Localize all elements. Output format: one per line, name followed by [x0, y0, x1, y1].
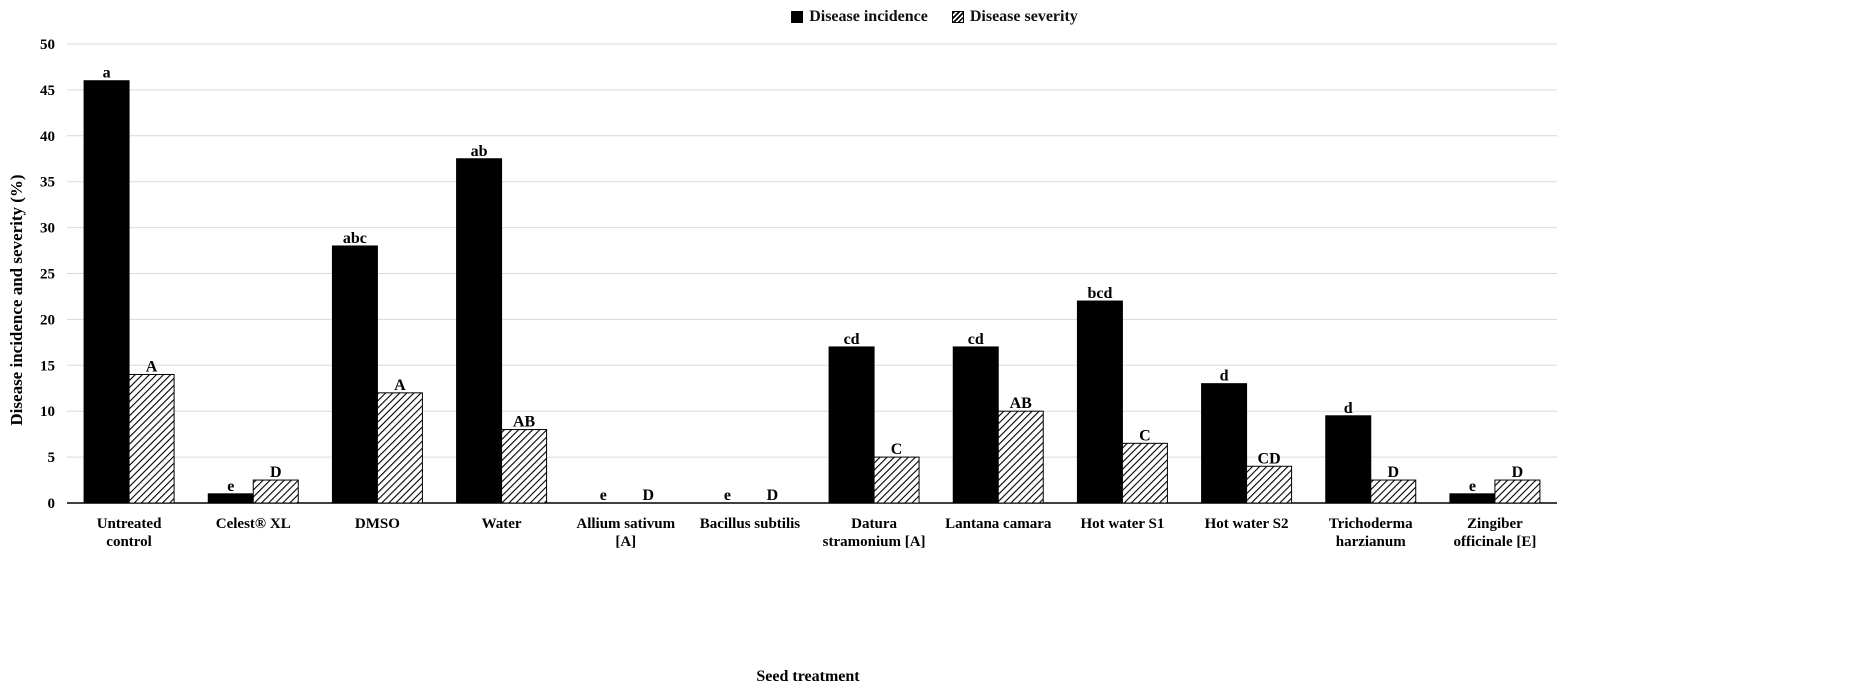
x-tick-label: Hot water S2 [1205, 516, 1289, 532]
legend-item-incidence: Disease incidence [791, 8, 928, 26]
bar-severity [1246, 465, 1293, 504]
y-tick-label: 15 [40, 358, 55, 374]
x-tick-label: DMSO [355, 516, 400, 532]
x-tick-label-line: Datura [851, 516, 897, 532]
bar-severity [128, 373, 175, 504]
bar-severity [252, 479, 299, 504]
chart-legend: Disease incidence Disease severity [0, 8, 1869, 28]
x-tick-label: Trichoderma harzianum [1329, 516, 1413, 550]
y-tick-label: 5 [48, 450, 56, 466]
x-tick-label: Zingiber officinale [E] [1453, 516, 1536, 550]
bar-severity [376, 392, 423, 504]
data-label-severity: C [1139, 427, 1151, 444]
y-tick-label: 0 [48, 496, 56, 512]
bar-incidence [207, 493, 254, 504]
bar-incidence [456, 158, 503, 504]
bar-severity [997, 410, 1044, 504]
x-tick-label-line: Water [482, 516, 522, 532]
data-label-severity: A [394, 377, 406, 394]
data-label-incidence: ab [471, 143, 488, 160]
bar-severity [1494, 479, 1541, 504]
axes: 0 5 10 15 20 25 30 35 40 45 50 Untreated control Cele… [40, 37, 1557, 550]
x-tick-label-line: DMSO [355, 516, 400, 532]
legend-item-severity: Disease severity [951, 8, 1078, 26]
data-label-incidence: e [227, 478, 234, 495]
data-label-incidence: abc [343, 230, 367, 247]
x-tick-label-line: [A] [615, 534, 636, 550]
bar-severity [1121, 442, 1168, 504]
x-tick-label: Datura stramonium [A] [823, 516, 926, 550]
x-tick-label-line: Trichoderma [1329, 516, 1413, 532]
x-tick-label-line: harzianum [1336, 534, 1407, 550]
bar-severity [873, 456, 920, 504]
data-label-severity: D [1387, 464, 1399, 481]
x-tick-label-line: control [106, 534, 152, 550]
y-tick-label: 25 [40, 267, 55, 283]
data-label-incidence: e [1469, 478, 1476, 495]
data-label-severity: CD [1258, 450, 1281, 467]
bar-incidence [1449, 493, 1496, 504]
bar-severity [501, 429, 548, 504]
x-tick-label-line: Celest® XL [216, 516, 291, 532]
y-tick-label: 40 [40, 129, 55, 145]
data-label-severity: D [1512, 464, 1524, 481]
x-tick-label: Allium sativum [A] [576, 516, 675, 550]
data-label-incidence: a [103, 65, 111, 82]
data-label-incidence: cd [968, 331, 984, 348]
x-tick-label-line: stramonium [A] [823, 534, 926, 550]
data-label-incidence: e [724, 487, 731, 504]
bar-incidence [1325, 415, 1372, 504]
x-tick-label-line: Bacillus subtilis [700, 516, 801, 532]
x-tick-label-line: Lantana camara [945, 516, 1052, 532]
x-tick-label: Bacillus subtilis [700, 516, 801, 532]
data-label-severity: D [270, 464, 282, 481]
bar-incidence [952, 346, 999, 504]
x-tick-label: Hot water S1 [1080, 516, 1164, 532]
legend-swatch-hatched-icon [951, 11, 964, 23]
legend-swatch-solid-icon [791, 11, 804, 23]
bar-incidence [83, 80, 130, 504]
bar-incidence [828, 346, 875, 504]
x-tick-label-line: Hot water S2 [1205, 516, 1289, 532]
data-label-severity: A [146, 358, 158, 375]
x-tick-label-line: officinale [E] [1453, 534, 1536, 550]
data-label-incidence: e [600, 487, 607, 504]
data-label-severity: AB [513, 414, 536, 431]
bars [83, 80, 1541, 504]
data-label-incidence: d [1344, 400, 1353, 417]
bar-incidence [1201, 383, 1248, 504]
data-label-severity: AB [1010, 395, 1033, 412]
y-tick-label: 45 [40, 83, 55, 99]
y-axis-title: Disease incidence and severity (%) [7, 174, 26, 425]
bar-incidence [1076, 300, 1123, 504]
x-tick-label: Water [482, 516, 522, 532]
y-tick-label: 30 [40, 221, 55, 237]
x-tick-label-line: Allium sativum [576, 516, 675, 532]
y-tick-label: 20 [40, 312, 55, 328]
x-tick-label-line: Zingiber [1467, 516, 1523, 532]
y-tick-label: 35 [40, 175, 55, 191]
data-label-severity: D [642, 487, 654, 504]
gridlines [67, 43, 1557, 458]
y-tick-label: 10 [40, 404, 55, 420]
y-tick-label: 50 [40, 37, 55, 53]
x-axis-title: Seed treatment [756, 668, 860, 685]
data-label-incidence: bcd [1087, 285, 1112, 302]
x-tick-label: Lantana camara [945, 516, 1052, 532]
bar-severity [1370, 479, 1417, 504]
x-tick-label: Untreated control [97, 516, 162, 550]
x-tick-label-line: Hot water S1 [1080, 516, 1164, 532]
data-label-incidence: cd [844, 331, 860, 348]
legend-label-incidence: Disease incidence [809, 8, 928, 25]
x-tick-label: Celest® XL [216, 516, 291, 532]
data-label-incidence: d [1220, 368, 1229, 385]
bar-incidence [331, 245, 378, 504]
x-tick-label-line: Untreated [97, 516, 162, 532]
legend-label-severity: Disease severity [969, 8, 1078, 25]
data-label-severity: C [891, 441, 903, 458]
data-label-severity: D [767, 487, 779, 504]
